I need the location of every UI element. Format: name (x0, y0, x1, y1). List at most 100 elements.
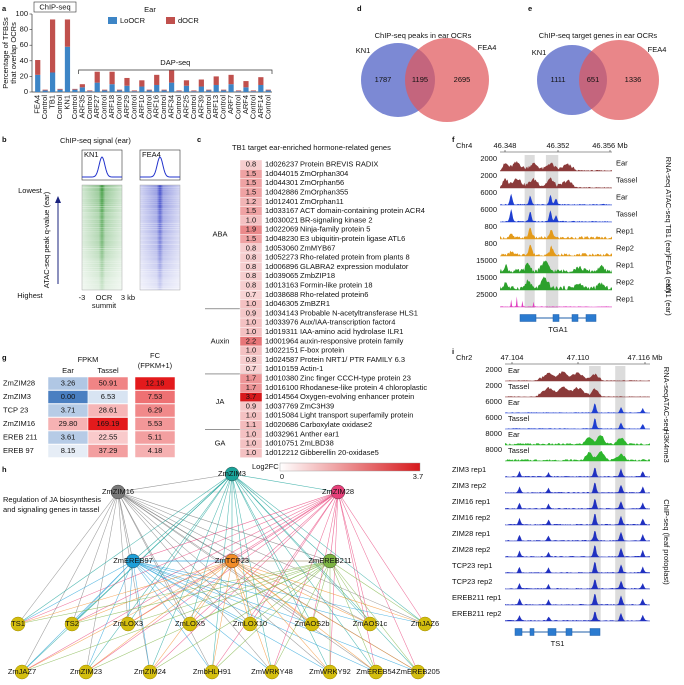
network-edge (117, 491, 426, 625)
gene-label: TGA1 (548, 325, 568, 334)
bar (235, 90, 242, 92)
network-edge (132, 491, 339, 562)
panel-letter: i (452, 347, 454, 356)
target-label: TS2 (65, 619, 79, 628)
gene-name: Oxygen-evolving enhancer protein (300, 392, 414, 401)
x-tick-label: TB1 (48, 95, 57, 109)
network-edge (329, 491, 339, 562)
fc-value: 0.7 (246, 364, 256, 373)
signal (500, 209, 612, 222)
heatmap-fade (140, 185, 180, 290)
legend-label: dOCR (178, 16, 199, 25)
gene-exon (585, 314, 597, 322)
header: FC (150, 351, 161, 360)
row-label: EREB 211 (3, 432, 37, 441)
signal (505, 435, 650, 445)
network-edge (117, 491, 213, 673)
target-node (120, 616, 136, 632)
x-tick-label: Control (234, 95, 243, 120)
fc-value: 1.0 (246, 215, 256, 224)
venn-set-label: KN1 (532, 48, 547, 57)
target-node (204, 664, 220, 680)
fc-value: 7.53 (148, 392, 163, 401)
gene-id: 1d010751 (265, 439, 298, 448)
coordinate: 47.110 (567, 353, 589, 362)
coordinate: 47.116 Mb (628, 353, 663, 362)
bar (102, 89, 108, 91)
group-label: ABA (212, 229, 227, 238)
track-name: Ear (508, 398, 520, 407)
bar (154, 84, 160, 92)
fc-value: 0.7 (246, 290, 256, 299)
target-label: ZmbHLH91 (193, 667, 231, 676)
track-scale: 2000 (485, 381, 502, 390)
bar (221, 90, 227, 92)
network-edge (132, 560, 331, 673)
legend-title: Ear (144, 5, 156, 14)
target-node (242, 616, 258, 632)
network-edge (132, 560, 151, 673)
fpkm-cell (87, 444, 129, 458)
group-label: H3K4me3 (662, 429, 671, 462)
track-name: Tassel (508, 382, 530, 391)
track-name: Rep2 (616, 243, 634, 252)
fc-value: 1.2 (246, 197, 256, 206)
network-edge (231, 473, 371, 625)
panel-letter: e (528, 4, 532, 13)
x-tick-label: Control (189, 95, 198, 120)
network-edge (271, 491, 339, 673)
signal (505, 371, 650, 381)
network-edge (271, 560, 331, 673)
track-name: Rep1 (616, 260, 634, 269)
signal (500, 227, 612, 239)
gene-id: 1d030021 (265, 215, 298, 224)
fc-value: 3.7 (246, 392, 256, 401)
fpkm-value: 37.29 (99, 446, 118, 455)
venn-count: 2695 (454, 75, 471, 84)
signal (505, 386, 650, 397)
track-scale: 15000 (476, 273, 497, 282)
bar (109, 84, 115, 92)
bar (146, 89, 152, 91)
bar (79, 84, 85, 88)
gene-id: 1d001964 (265, 336, 298, 345)
network-edge (132, 560, 377, 673)
gene-id: 1d033167 (265, 206, 298, 215)
x-tick-label: Control (40, 95, 49, 120)
network-edge (311, 560, 331, 625)
bar (79, 87, 85, 92)
signal (505, 530, 650, 541)
signal (505, 562, 650, 573)
chromosome: Chr4 (456, 141, 472, 150)
fc-value: 0.8 (246, 262, 256, 271)
profile-line (82, 156, 122, 178)
bar (258, 77, 264, 85)
bar (35, 74, 41, 92)
bar (109, 71, 115, 85)
network-edge (231, 560, 273, 673)
track-name: Tassel (508, 446, 530, 455)
track-name: Ear (616, 158, 628, 167)
fpkm-value: 3.26 (61, 378, 76, 387)
bar (72, 88, 78, 90)
target-label: ZmZIM24 (134, 667, 166, 676)
gene-name: Rhodanese-like protein 4 chloroplastic (300, 383, 427, 392)
y-tick-label: 100 (15, 9, 28, 18)
regulator-label: ZmEREB211 (308, 556, 351, 565)
panel-title: TB1 target ear-enriched hormone-related … (232, 143, 391, 152)
rank-label: Highest (17, 291, 43, 300)
group-label: ChIP-seq (leaf protoplast) (662, 499, 671, 585)
gene-id: 1d010380 (265, 374, 298, 383)
chromosome: Chr2 (456, 353, 472, 362)
network-edge (329, 560, 371, 625)
x-tick-label: ARF39 (196, 95, 205, 118)
target-label: TS1 (11, 619, 25, 628)
coordinate: 46.352 (547, 141, 570, 150)
sample-label: FEA4 (142, 150, 161, 159)
network-edge (117, 491, 313, 625)
network-edge (117, 491, 331, 562)
signal (500, 244, 612, 256)
bar (191, 90, 197, 92)
bar (176, 90, 182, 92)
